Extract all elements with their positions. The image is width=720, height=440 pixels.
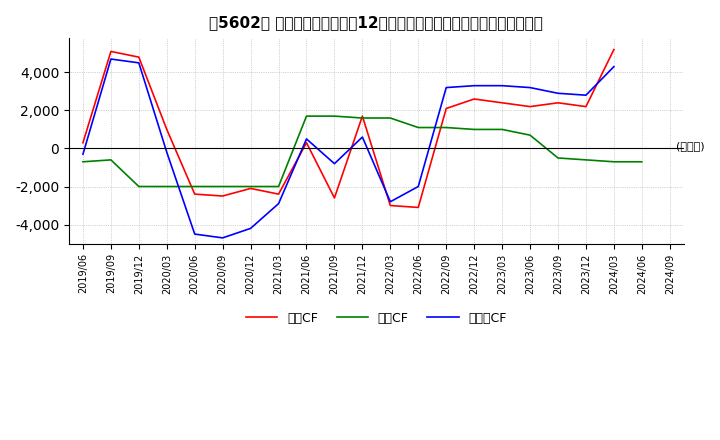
フリーCF [442,85,451,90]
フリーCF [135,60,143,66]
フリーCF [526,85,534,90]
フリーCF [274,201,283,206]
投資CF [498,127,506,132]
Title: 【5602】 キャッシュフローの12か月移動合計の対前年同期増減額の推移: 【5602】 キャッシュフローの12か月移動合計の対前年同期増減額の推移 [210,15,544,30]
投資CF [190,184,199,189]
フリーCF [302,136,311,142]
投資CF [554,155,562,161]
Line: 営業CF: 営業CF [83,50,614,207]
投資CF [302,114,311,119]
営業CF [554,100,562,106]
営業CF [470,96,479,102]
投資CF [274,184,283,189]
営業CF [107,49,115,54]
営業CF [163,127,171,132]
営業CF [442,106,451,111]
フリーCF [330,161,339,166]
投資CF [218,184,227,189]
投資CF [470,127,479,132]
営業CF [274,191,283,197]
営業CF [386,203,395,208]
フリーCF [358,134,366,139]
営業CF [358,114,366,119]
投資CF [637,159,646,165]
Line: 投資CF: 投資CF [83,116,642,187]
営業CF [414,205,423,210]
投資CF [526,132,534,138]
投資CF [610,159,618,165]
フリーCF [414,184,423,189]
営業CF [135,55,143,60]
投資CF [386,115,395,121]
フリーCF [78,151,87,157]
営業CF [190,191,199,197]
投資CF [107,157,115,162]
Legend: 営業CF, 投資CF, フリーCF: 営業CF, 投資CF, フリーCF [240,307,512,330]
投資CF [414,125,423,130]
フリーCF [498,83,506,88]
投資CF [135,184,143,189]
営業CF [610,47,618,52]
営業CF [526,104,534,109]
営業CF [302,140,311,145]
フリーCF [246,226,255,231]
フリーCF [107,56,115,62]
営業CF [246,186,255,191]
営業CF [218,194,227,199]
Y-axis label: (百万円): (百万円) [676,141,705,151]
投資CF [163,184,171,189]
投資CF [582,157,590,162]
営業CF [78,140,87,145]
フリーCF [554,91,562,96]
投資CF [330,114,339,119]
営業CF [498,100,506,106]
フリーCF [386,199,395,204]
フリーCF [218,235,227,241]
投資CF [78,159,87,165]
投資CF [442,125,451,130]
営業CF [582,104,590,109]
フリーCF [190,231,199,237]
フリーCF [610,64,618,69]
営業CF [330,195,339,201]
フリーCF [163,150,171,155]
フリーCF [582,92,590,98]
Line: フリーCF: フリーCF [83,59,614,238]
投資CF [358,115,366,121]
投資CF [246,184,255,189]
フリーCF [470,83,479,88]
